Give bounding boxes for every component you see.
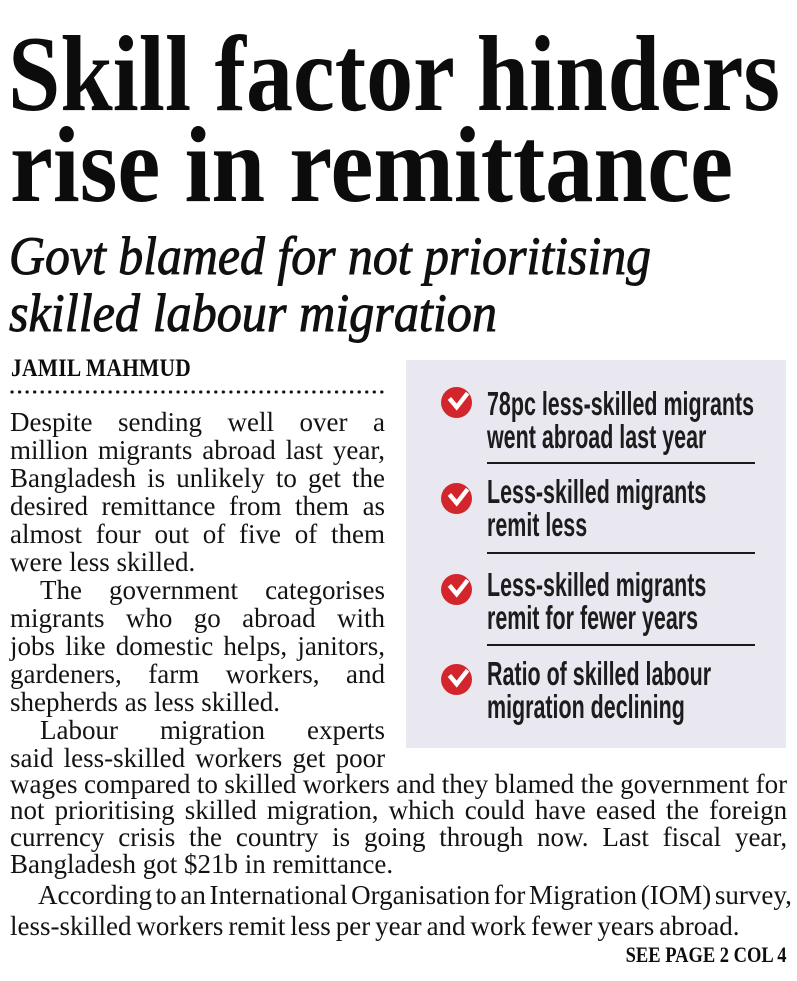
svg-text:skilled labour migration: skilled labour migration <box>9 283 497 343</box>
svg-text:Govt blamed for not prioritisi: Govt blamed for not prioritising <box>9 226 651 286</box>
